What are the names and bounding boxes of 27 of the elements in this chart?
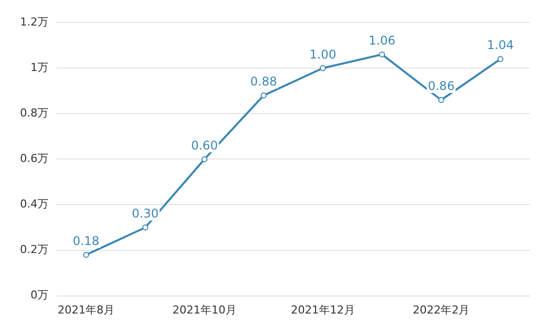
- x-tick-label: 2021年10月: [172, 303, 236, 316]
- x-tick-label: 2021年8月: [58, 303, 115, 316]
- point: [83, 252, 90, 258]
- x-tick-label: 2021年12月: [290, 303, 355, 316]
- y-tick-label: 0.8万: [20, 106, 48, 120]
- x-tick-label: 2022年2月: [412, 303, 470, 316]
- point: [320, 65, 326, 72]
- point: [438, 97, 444, 104]
- point: [497, 56, 504, 62]
- y-tick-label: 0.2万: [20, 243, 48, 256]
- y-tick-label: 0.6万: [20, 152, 48, 166]
- data-label: 1.04: [487, 38, 514, 52]
- data-label: 0.88: [250, 74, 278, 89]
- y-tick-label: 1万: [30, 60, 48, 74]
- data-label: 1.00: [309, 47, 336, 62]
- point: [379, 51, 386, 58]
- point: [260, 92, 267, 98]
- point: [201, 156, 208, 162]
- data-label: 0.30: [132, 206, 159, 221]
- data-label: 0.18: [72, 234, 100, 248]
- data-label: 0.86: [428, 79, 455, 94]
- data-label: 0.60: [191, 138, 218, 152]
- data-label: 1.06: [368, 34, 396, 48]
- y-tick-label: 0.4万: [20, 198, 48, 211]
- y-tick-label: 1.2万: [20, 15, 48, 28]
- point: [142, 224, 148, 230]
- y-tick-label: 0万: [30, 288, 48, 302]
